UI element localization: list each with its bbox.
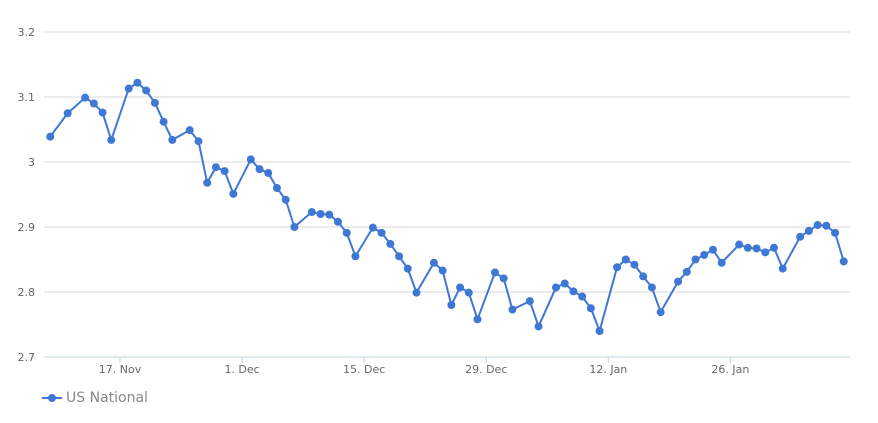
- legend-item-us-national[interactable]: US National: [42, 390, 148, 406]
- data-point: [368, 223, 377, 232]
- x-tick-label: 15. Dec: [343, 363, 385, 376]
- data-point: [464, 288, 473, 297]
- y-tick-label: 2.7: [18, 351, 36, 364]
- data-point: [255, 165, 264, 174]
- legend-label: US National: [66, 390, 148, 406]
- y-tick-label: 2.9: [18, 221, 36, 234]
- data-point: [203, 178, 212, 187]
- data-point: [822, 221, 831, 230]
- data-point: [708, 245, 717, 254]
- data-point: [81, 93, 90, 102]
- data-point: [447, 301, 456, 309]
- data-point: [290, 223, 299, 231]
- data-point: [272, 184, 281, 192]
- data-point: [578, 292, 587, 301]
- data-point: [211, 163, 220, 172]
- data-point: [89, 99, 98, 108]
- data-point: [639, 272, 648, 281]
- y-tick-label: 3: [28, 156, 35, 169]
- data-point: [796, 232, 805, 241]
- x-tick-label: 29. Dec: [465, 363, 507, 376]
- data-point: [46, 132, 55, 141]
- data-point: [456, 283, 465, 292]
- data-point: [613, 263, 622, 272]
- data-point: [334, 217, 342, 226]
- data-point: [351, 252, 360, 261]
- data-point: [552, 283, 560, 292]
- data-point: [569, 287, 578, 296]
- data-point: [656, 308, 665, 317]
- y-tick-label: 3.1: [18, 91, 36, 104]
- data-point: [534, 322, 543, 331]
- data-point: [813, 221, 822, 230]
- data-point: [342, 228, 351, 237]
- data-point: [185, 126, 194, 135]
- series-line: [49, 81, 845, 332]
- data-point: [220, 167, 229, 176]
- data-point: [98, 108, 107, 117]
- data-point: [429, 258, 438, 267]
- data-point: [142, 86, 151, 95]
- data-point: [525, 297, 534, 306]
- data-point: [778, 264, 787, 273]
- x-tick-label: 1. Dec: [224, 363, 259, 376]
- data-point: [586, 304, 595, 313]
- data-point: [281, 195, 290, 204]
- data-point: [107, 135, 116, 144]
- data-point: [159, 117, 168, 126]
- data-point: [499, 274, 508, 283]
- data-point: [168, 135, 177, 144]
- data-point: [735, 240, 744, 249]
- data-point: [395, 252, 404, 261]
- data-point: [717, 258, 726, 267]
- data-point: [246, 155, 255, 164]
- data-point: [831, 228, 840, 237]
- data-point: [804, 226, 813, 235]
- data-point: [595, 327, 604, 335]
- data-point: [403, 264, 412, 273]
- y-tick-label: 2.8: [18, 286, 36, 299]
- data-point: [647, 283, 656, 292]
- data-point: [508, 305, 517, 314]
- data-point: [621, 255, 630, 264]
- data-point: [264, 169, 273, 178]
- data-point: [124, 84, 133, 93]
- data-point: [325, 210, 334, 219]
- data-point: [386, 239, 395, 248]
- data-point: [560, 279, 569, 288]
- data-point: [743, 243, 752, 252]
- data-point: [307, 208, 316, 217]
- data-point: [229, 189, 238, 198]
- legend-marker-icon: [42, 394, 62, 402]
- data-point: [377, 228, 386, 237]
- data-point: [752, 244, 761, 253]
- data-point: [691, 255, 700, 264]
- data-point: [194, 137, 203, 146]
- data-point: [682, 267, 691, 276]
- data-point: [770, 243, 778, 252]
- data-point: [700, 250, 709, 259]
- data-point: [412, 288, 421, 297]
- data-point: [630, 260, 639, 269]
- data-point: [490, 268, 499, 277]
- data-point: [674, 277, 683, 286]
- data-point: [316, 210, 325, 218]
- data-point: [839, 257, 848, 266]
- y-tick-label: 3.2: [18, 26, 36, 39]
- x-tick-label: 12. Jan: [589, 363, 627, 376]
- x-tick-label: 26. Jan: [711, 363, 749, 376]
- data-point: [473, 315, 482, 324]
- data-point: [150, 98, 159, 107]
- data-point: [133, 78, 142, 87]
- data-point: [63, 109, 72, 118]
- data-point: [761, 248, 770, 257]
- x-tick-label: 17. Nov: [99, 363, 142, 376]
- data-point: [438, 266, 447, 275]
